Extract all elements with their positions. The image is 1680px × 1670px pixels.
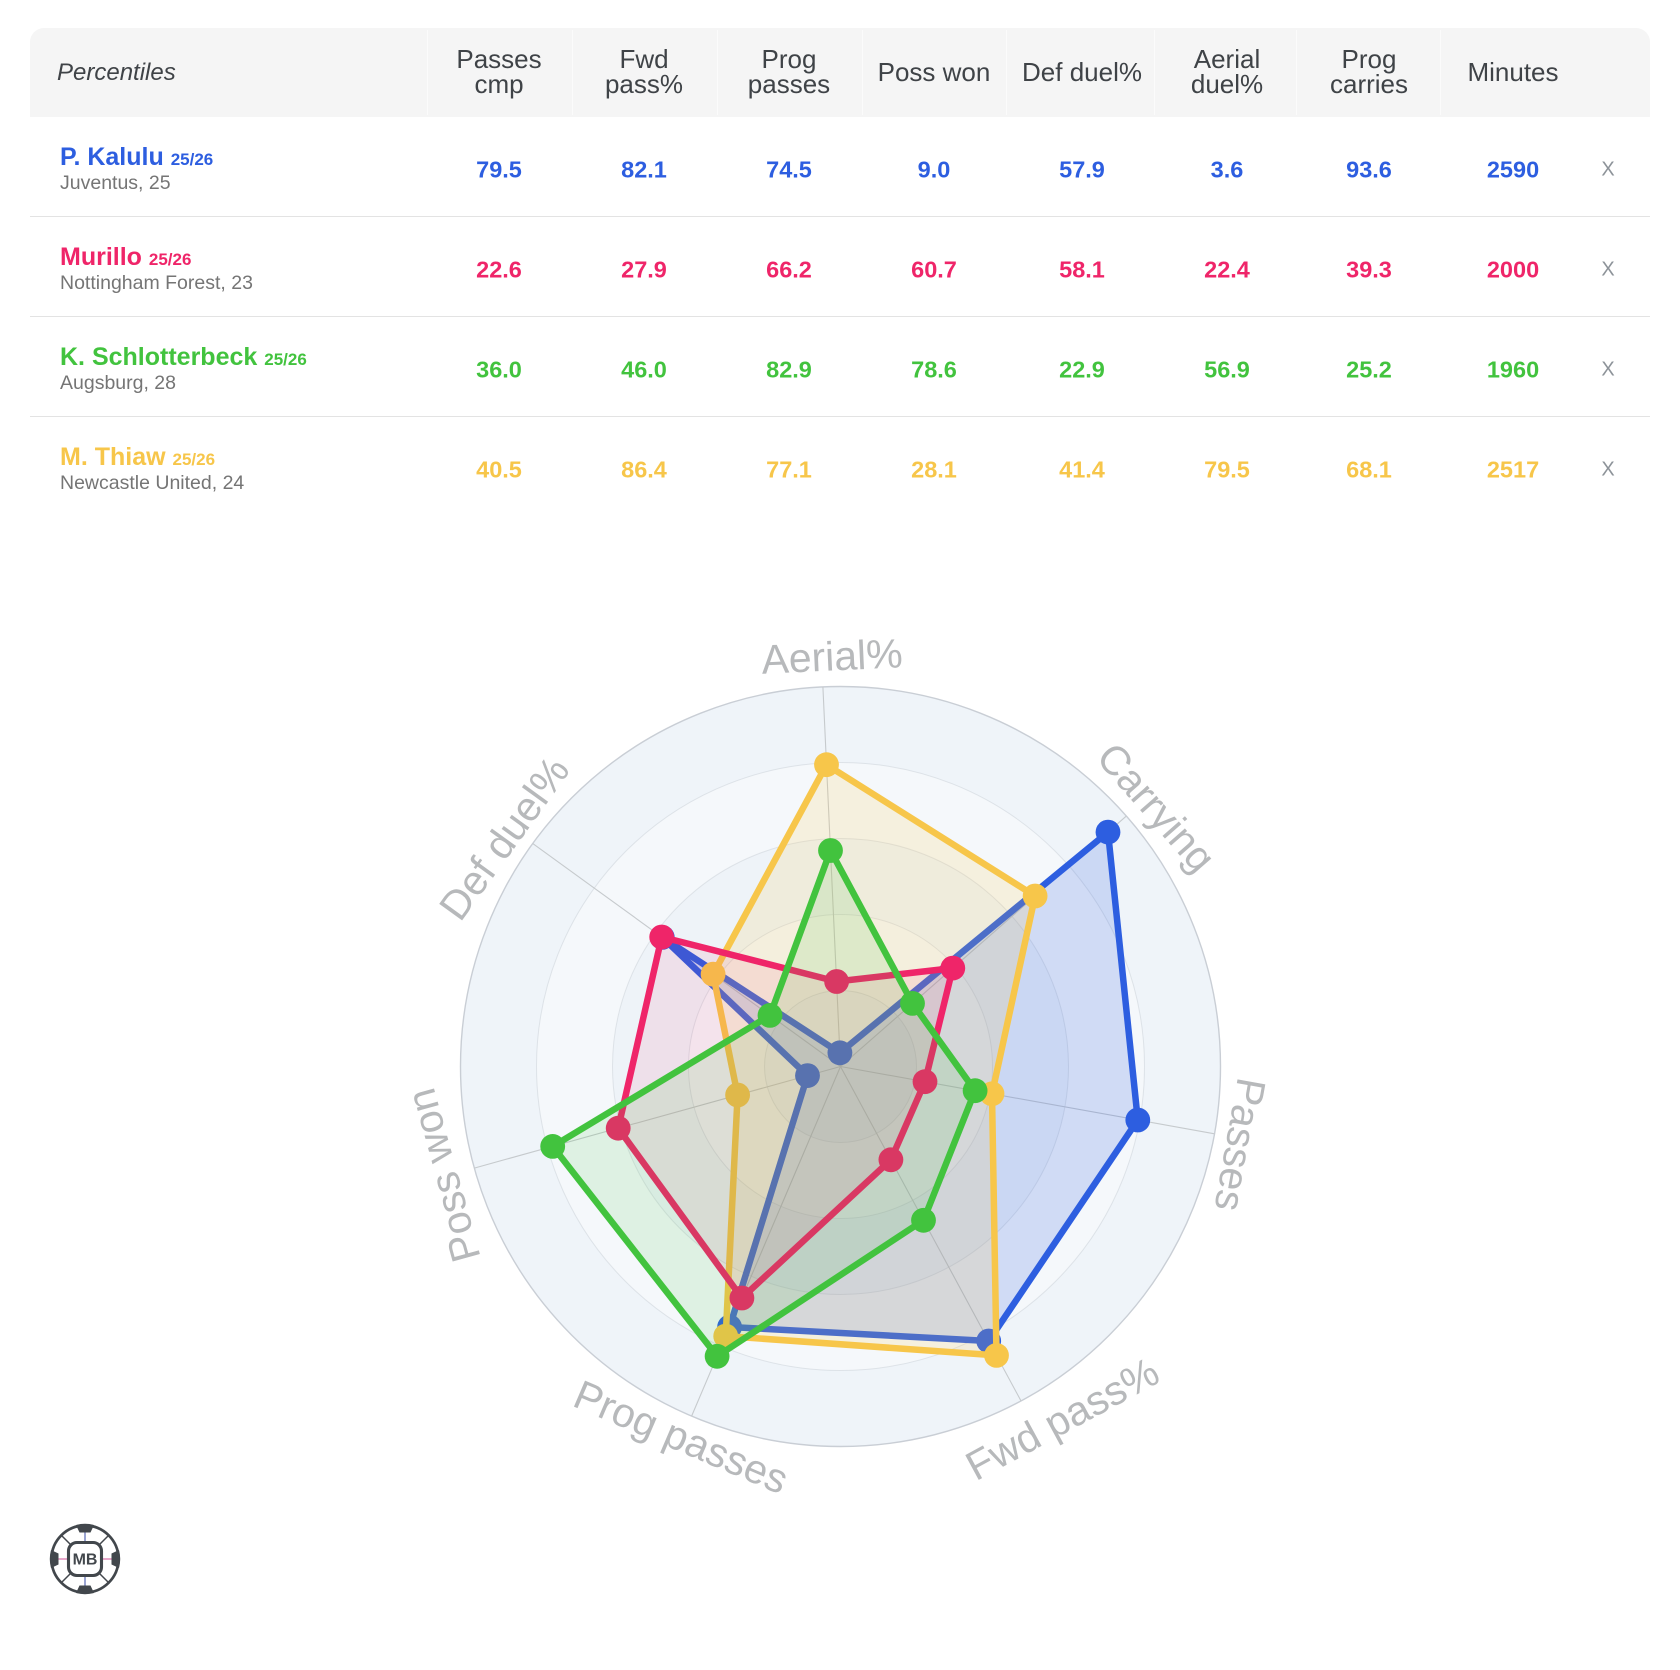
svg-text:MB: MB xyxy=(73,1552,98,1569)
svg-text:Aerial%: Aerial% xyxy=(760,630,903,682)
